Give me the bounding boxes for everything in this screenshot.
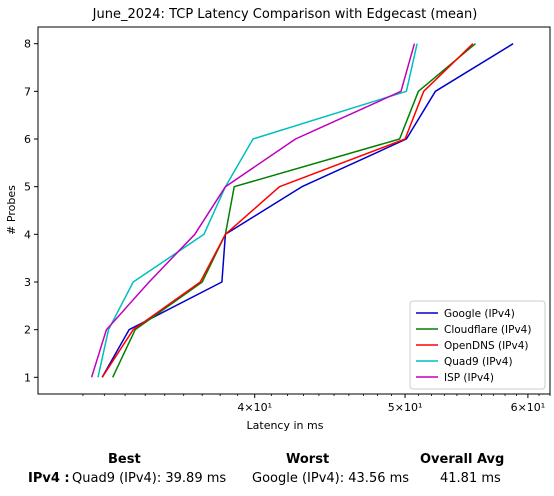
y-tick-label: 1 — [24, 371, 31, 384]
y-tick-label: 4 — [24, 228, 31, 241]
x-tick-label: 6×10¹ — [511, 401, 546, 414]
ipv4-row-label: IPv4 : — [28, 471, 70, 486]
overall-avg-header: Overall Avg — [420, 452, 505, 467]
chart-title: June_2024: TCP Latency Comparison with E… — [92, 7, 478, 22]
x-tick-label: 5×10¹ — [388, 401, 423, 414]
series-line — [112, 43, 476, 378]
plot-frame — [37, 26, 551, 395]
legend-box — [409, 300, 546, 390]
overall-avg-value: 41.81 ms — [440, 471, 501, 486]
legend-entry: Quad9 (IPv4) — [444, 356, 513, 368]
y-tick-label: 8 — [24, 38, 31, 51]
series-line — [97, 43, 418, 378]
y-tick-label: 5 — [24, 181, 31, 194]
legend: Google (IPv4) Cloudflare (IPv4) OpenDNS (I… — [409, 300, 546, 390]
series-line — [101, 43, 474, 378]
x-axis-label: Latency in ms — [247, 419, 324, 432]
x-tick-label: 4×10¹ — [237, 401, 272, 414]
legend-entry: Cloudflare (IPv4) — [444, 324, 531, 336]
legend-entry: OpenDNS (IPv4) — [444, 340, 529, 352]
y-tick-label: 6 — [24, 133, 31, 146]
y-tick-label: 7 — [24, 85, 31, 98]
worst-header: Worst — [286, 452, 330, 467]
y-tick-label: 2 — [24, 324, 31, 337]
worst-value: Google (IPv4): 43.56 ms — [252, 471, 410, 486]
best-value: Quad9 (IPv4): 39.89 ms — [72, 471, 227, 486]
latency-chart: June_2024: TCP Latency Comparison with E… — [5, 7, 551, 432]
y-tick-label: 3 — [24, 276, 31, 289]
series-line — [90, 43, 416, 378]
summary-table: Best Worst Overall Avg IPv4 : Quad9 (IPv… — [0, 446, 554, 496]
legend-entry: ISP (IPv4) — [444, 372, 494, 384]
best-header: Best — [108, 452, 141, 467]
y-axis-label: # Probes — [5, 185, 18, 235]
legend-entry: Google (IPv4) — [444, 308, 515, 320]
